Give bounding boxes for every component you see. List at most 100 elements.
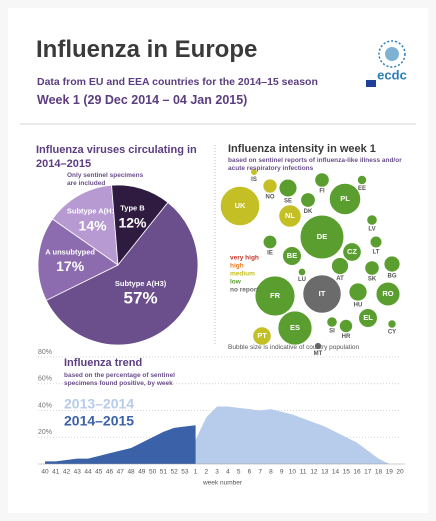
country-label: HU	[354, 303, 363, 309]
country-label: PT	[257, 331, 267, 340]
y-tick-label: 40%	[38, 402, 52, 409]
x-tick-label: 10	[289, 469, 297, 476]
x-tick-label: 47	[117, 469, 125, 476]
x-tick-label: 53	[181, 469, 189, 476]
country-bubble	[314, 172, 330, 188]
trend-area	[45, 425, 196, 464]
x-tick-label: 6	[248, 469, 252, 476]
legend-entry: 2014–2015	[64, 413, 134, 429]
country-label: BE	[287, 251, 297, 260]
country-label: CZ	[347, 247, 357, 256]
country-bubble	[300, 192, 316, 208]
x-tick-label: 5	[237, 469, 241, 476]
country-label: AT	[336, 276, 344, 282]
country-label: NL	[285, 211, 295, 220]
country-label: LV	[368, 227, 375, 233]
slice-value: 14%	[79, 217, 108, 233]
bubble-note: Bubble size is indicative of country pop…	[228, 344, 360, 351]
logo	[366, 40, 406, 87]
country-label: FI	[319, 189, 325, 195]
y-tick-label: 20%	[38, 429, 52, 436]
trend-area	[45, 406, 400, 464]
x-tick-label: 43	[74, 469, 82, 476]
trend-title: Influenza trend	[64, 357, 143, 369]
country-label: SI	[329, 329, 335, 335]
country-label: HR	[342, 334, 351, 340]
x-tick-label: 49	[138, 469, 146, 476]
country-label: ES	[290, 323, 300, 332]
page-title: Influenza in Europe	[36, 36, 258, 63]
country-bubble	[220, 186, 260, 226]
legend-entry: medium	[230, 271, 255, 278]
pie-slice	[111, 184, 169, 267]
country-bubble	[254, 275, 296, 317]
logo-dot	[385, 47, 399, 61]
x-tick-label: 45	[95, 469, 103, 476]
slice-value: 17%	[56, 258, 85, 274]
country-bubble	[358, 308, 378, 328]
country-label: IS	[251, 177, 257, 183]
country-label: BG	[388, 273, 397, 279]
x-tick-label: 8	[269, 469, 273, 476]
pie-slice	[45, 201, 199, 346]
x-tick-label: 48	[127, 469, 135, 476]
country-label: EE	[358, 186, 366, 192]
country-bubble	[326, 316, 338, 328]
country-label: NO	[266, 195, 275, 201]
bubble-title: Influenza intensity in week 1	[228, 143, 376, 155]
country-bubble	[329, 183, 361, 215]
week-label: Week 1 (29 Dec 2014 – 04 Jan 2015)	[37, 93, 248, 107]
country-bubble	[298, 268, 306, 276]
country-label: MT	[314, 351, 323, 357]
x-tick-label: 14	[332, 469, 340, 476]
x-tick-label: 2	[205, 469, 209, 476]
eu-flag	[366, 80, 376, 87]
legend-entry: 2013–2014	[64, 396, 134, 412]
country-label: UK	[235, 201, 246, 210]
country-bubble	[278, 204, 302, 228]
slice-value: 12%	[118, 214, 147, 230]
country-bubble	[278, 178, 298, 198]
logo-ring	[378, 40, 406, 68]
x-axis-label: week number	[202, 480, 243, 487]
legend-entry: high	[230, 263, 244, 270]
bubble-subtitle: based on sentinel reports of influenza-l…	[228, 157, 402, 172]
country-label: DE	[317, 232, 327, 241]
country-bubble	[282, 246, 302, 266]
country-label: EL	[363, 313, 373, 322]
x-tick-label: 52	[170, 469, 178, 476]
page-subtitle: Data from EU and EEA countries for the 2…	[37, 76, 318, 88]
x-tick-label: 42	[63, 469, 71, 476]
country-label: DK	[304, 209, 313, 215]
country-label: SE	[284, 198, 292, 204]
country-bubble	[357, 175, 367, 185]
country-label: RO	[382, 289, 393, 298]
x-tick-label: 50	[149, 469, 157, 476]
x-tick-label: 18	[375, 469, 383, 476]
country-bubble	[314, 342, 322, 350]
country-bubble	[366, 214, 378, 226]
x-tick-label: 3	[215, 469, 219, 476]
slice-name: A unsubtyped	[45, 247, 95, 256]
logo-text: ecdc	[377, 67, 407, 82]
x-tick-label: 46	[106, 469, 114, 476]
legend-entry: low	[230, 279, 242, 286]
pie-slice	[51, 184, 119, 266]
country-label: IT	[319, 289, 326, 298]
trend-subtitle: based on the percentage of sentinel spec…	[64, 372, 175, 387]
country-label: CY	[388, 330, 396, 336]
x-tick-label: 9	[280, 469, 284, 476]
country-bubble	[331, 257, 349, 275]
country-label: FR	[270, 291, 281, 300]
pie-subtitle: Only sentinel specimens are included	[67, 172, 144, 187]
x-tick-label: 12	[310, 469, 318, 476]
x-tick-label: 11	[300, 469, 307, 476]
country-label: PL	[340, 194, 350, 203]
x-tick-label: 40	[41, 469, 49, 476]
country-label: LU	[298, 277, 306, 283]
pie-slice	[37, 218, 119, 301]
legend-entry: very high	[230, 255, 259, 262]
y-tick-label: 80%	[38, 349, 52, 356]
